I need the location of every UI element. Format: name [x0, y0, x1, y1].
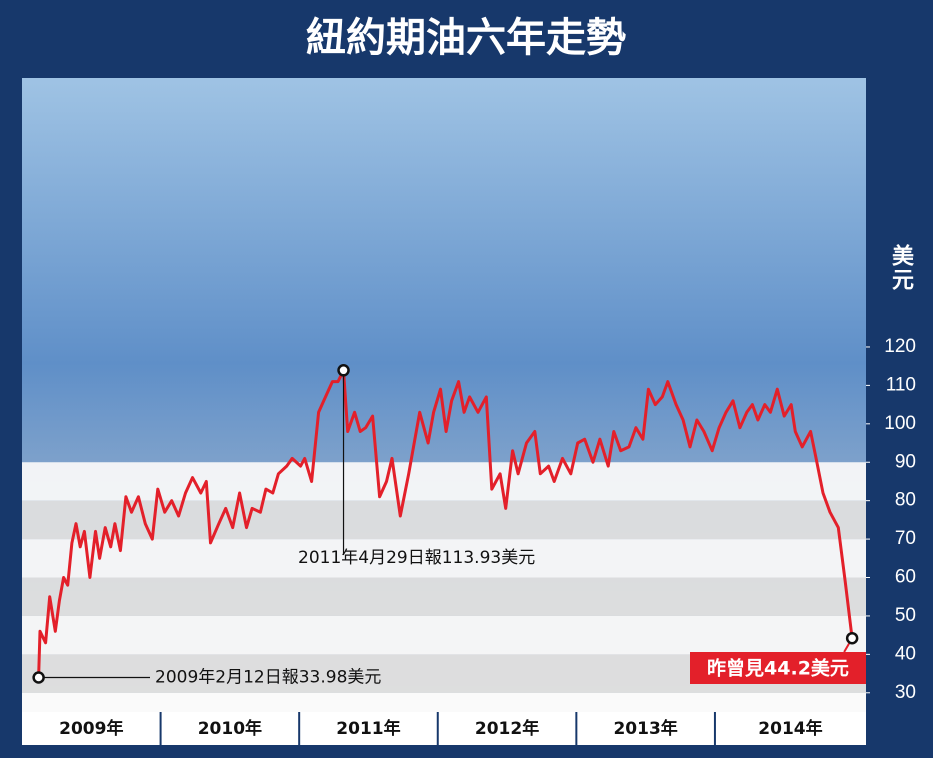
annotation-marker — [337, 364, 350, 377]
y-tick-label: 80 — [895, 490, 916, 511]
year-label: 2009年 — [59, 718, 123, 739]
y-tick-label: 40 — [895, 643, 916, 664]
y-tick-label: 120 — [884, 336, 916, 357]
y-axis-label: 美元 — [888, 243, 914, 292]
year-label: 2010年 — [198, 718, 262, 739]
band — [22, 577, 866, 616]
price-line — [37, 368, 854, 678]
annotation-marker — [845, 631, 859, 645]
year-bar — [22, 712, 866, 745]
annotation-marker — [32, 671, 45, 684]
y-tick-label: 90 — [895, 451, 916, 472]
y-tick-label: 100 — [884, 413, 916, 434]
year-label: 2014年 — [758, 718, 822, 739]
y-tick-label: 110 — [886, 374, 916, 395]
annotation: 2009年2月12日報33.98美元 — [155, 667, 381, 687]
year-label: 2013年 — [613, 718, 677, 739]
band — [22, 692, 866, 712]
y-tick-label: 30 — [895, 682, 916, 703]
y-tick-label: 60 — [895, 567, 916, 588]
callout-box — [690, 652, 866, 684]
year-label: 2012年 — [475, 718, 539, 739]
year-label: 2011年 — [336, 718, 400, 739]
band — [22, 615, 866, 655]
annotation: 2011年4月29日報113.93美元 — [298, 548, 535, 568]
y-tick-label: 70 — [895, 528, 916, 549]
annotation: 昨曾見44.2美元 — [707, 657, 849, 680]
y-tick-label: 50 — [895, 605, 916, 626]
band — [22, 539, 866, 578]
band — [22, 462, 866, 501]
chart-title: 紐約期油六年走勢 — [306, 15, 626, 61]
